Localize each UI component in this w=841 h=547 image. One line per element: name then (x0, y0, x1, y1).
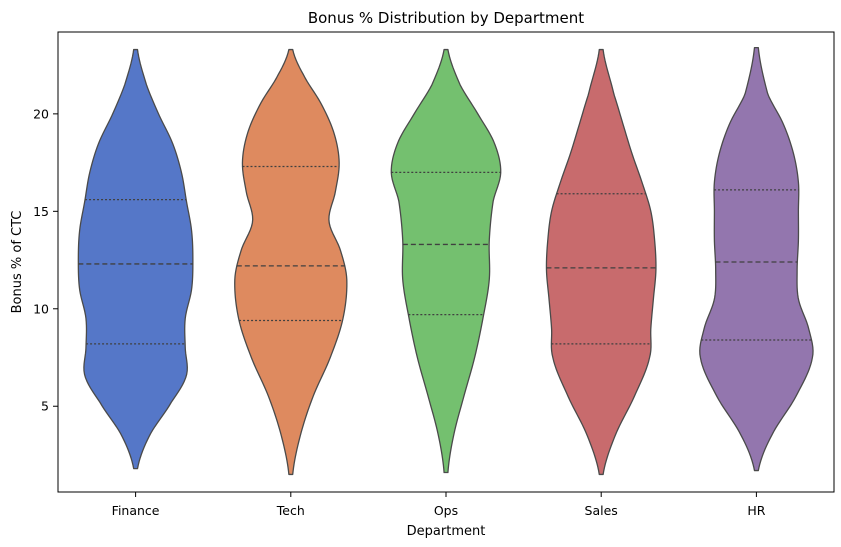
y-tick-label: 20 (33, 106, 49, 121)
violin-ops (390, 48, 502, 474)
x-tick-label: Finance (112, 503, 160, 518)
y-tick-label: 15 (33, 204, 49, 219)
x-tick-label: HR (747, 503, 765, 518)
x-tick-label: Tech (276, 503, 305, 518)
violin-hr (699, 46, 814, 472)
y-axis-label: Bonus % of CTC (10, 211, 25, 314)
x-tick-label: Sales (585, 503, 618, 518)
quartile-lines-group (78, 165, 812, 345)
violins-group (77, 46, 814, 476)
x-axis-label: Department (407, 524, 486, 539)
y-tick-label: 5 (41, 399, 49, 414)
x-axis-ticks: Finance Tech Ops Sales HR (112, 492, 766, 518)
chart-title: Bonus % Distribution by Department (308, 9, 584, 27)
y-axis-ticks: 5 10 15 20 (33, 106, 58, 414)
y-tick-label: 10 (33, 301, 49, 316)
violin-finance (77, 48, 194, 470)
violin-tech (234, 48, 348, 476)
x-tick-label: Ops (434, 503, 458, 518)
violin-sales (545, 48, 657, 476)
